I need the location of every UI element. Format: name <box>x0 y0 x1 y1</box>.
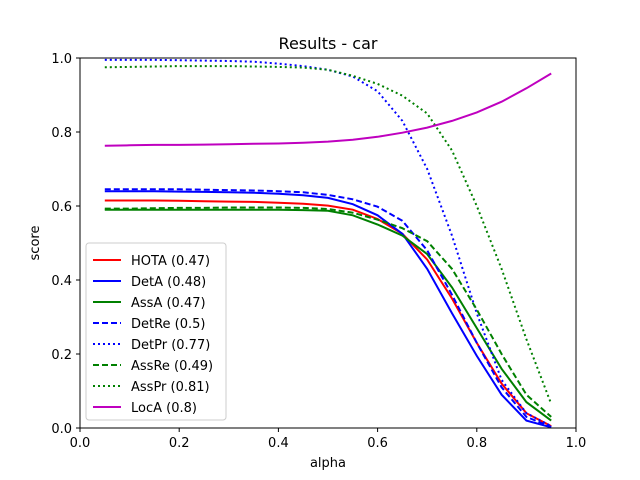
y-tick-label: 0.0 <box>51 422 72 437</box>
x-tick-label: 0.6 <box>367 436 388 451</box>
y-tick-label: 0.6 <box>51 200 72 215</box>
series-layer <box>104 58 553 429</box>
y-tick-label: 0.8 <box>51 126 72 141</box>
legend-box <box>85 242 227 421</box>
x-tick-label: 0.0 <box>70 436 91 451</box>
series-line-3 <box>104 188 552 428</box>
y-tick-label: 0.2 <box>51 348 72 363</box>
x-tick-label: 1.0 <box>566 436 587 451</box>
legend-label-2: AssA (0.47) <box>131 296 206 311</box>
x-tick-label: 0.4 <box>268 436 289 451</box>
series-line-1 <box>104 190 552 429</box>
series-line-5 <box>104 206 552 418</box>
legend-label-5: AssRe (0.49) <box>131 359 213 374</box>
plot-frame <box>79 57 577 429</box>
series-line-7 <box>104 72 552 147</box>
legend-label-7: LocA (0.8) <box>131 401 197 416</box>
x-tick-label: 0.8 <box>466 436 487 451</box>
x-axis: 0.0 0.2 0.4 0.6 0.8 1.0 <box>70 428 587 451</box>
y-axis-label: score <box>28 226 43 261</box>
series-line-2 <box>104 208 552 422</box>
y-axis: 0.0 0.2 0.4 0.6 0.8 1.0 <box>51 52 80 437</box>
x-axis-label: alpha <box>310 456 346 471</box>
legend-label-1: DetA (0.48) <box>131 275 206 290</box>
legend-label-6: AssPr (0.81) <box>131 380 210 395</box>
legend-label-4: DetPr (0.77) <box>131 338 210 353</box>
x-tick-label: 0.2 <box>169 436 190 451</box>
chart-title: Results - car <box>279 34 378 53</box>
y-tick-label: 1.0 <box>51 52 72 67</box>
legend: HOTA (0.47) DetA (0.48) AssA (0.47) DetRe (… <box>85 242 227 421</box>
y-tick-label: 0.4 <box>51 274 72 289</box>
legend-label-3: DetRe (0.5) <box>131 317 206 332</box>
legend-label-0: HOTA (0.47) <box>131 254 210 269</box>
